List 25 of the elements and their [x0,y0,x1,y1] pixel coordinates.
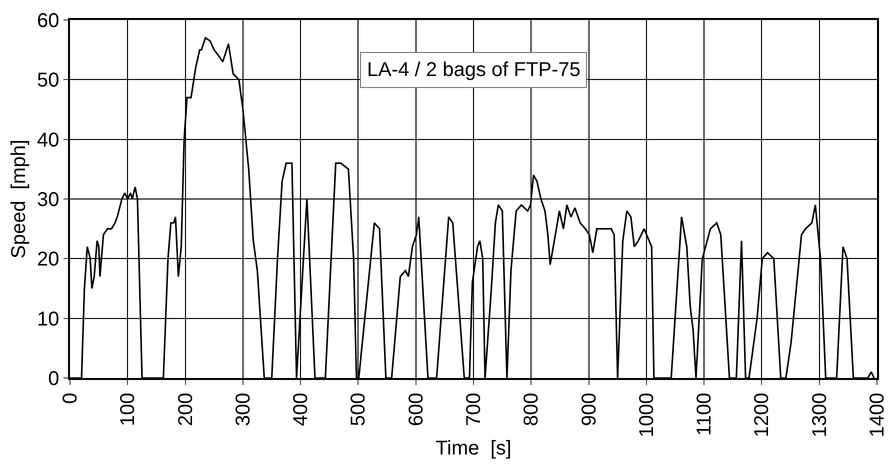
x-tick-label: 1200 [751,392,774,438]
x-tick-label: 400 [290,392,312,426]
annotation: LA-4 / 2 bags of FTP-75 [367,59,580,81]
y-tick-label: 20 [37,248,60,271]
x-tick-label: 1400 [866,392,888,438]
x-tick-label: 0 [60,392,82,404]
y-tick-label: 10 [37,308,60,330]
y-tick-label: 30 [37,189,60,211]
x-tick-label: 300 [232,392,254,426]
y-tick-label: 50 [37,70,60,92]
x-tick-label: 800 [520,392,543,426]
x-axis-title: Time [s] [436,437,512,460]
x-tick-label: 1100 [694,392,716,436]
x-tick-label: 1000 [636,392,658,438]
x-tick-label: 100 [117,392,140,426]
y-tick-label: 0 [48,368,60,390]
x-tick-label: 1300 [808,392,831,438]
x-tick-label: 700 [463,392,485,426]
y-tick-label: 40 [37,129,60,152]
x-tick-label: 200 [174,392,197,426]
y-tick-label: 60 [37,10,60,32]
x-tick-label: 900 [578,392,600,426]
x-tick-label: 500 [348,392,370,426]
x-tick-label: 600 [405,392,428,426]
y-axis-title: Speed [mph] [8,140,30,258]
